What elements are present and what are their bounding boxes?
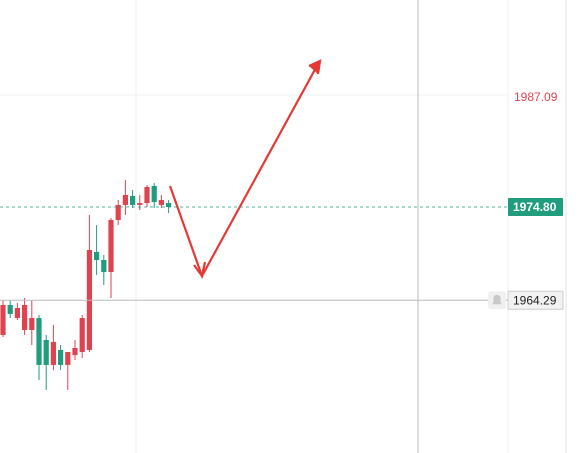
- candle-body: [144, 186, 150, 203]
- candle-body: [7, 304, 13, 314]
- candle-body: [65, 351, 71, 365]
- candle-body: [115, 204, 121, 221]
- candle-body: [122, 195, 128, 205]
- candle-body: [72, 347, 78, 356]
- candle-body: [22, 304, 28, 330]
- price-label: 1974.80: [513, 200, 557, 214]
- bell-icon: [492, 294, 502, 305]
- candle-body: [0, 304, 6, 335]
- price-badge: [508, 197, 563, 216]
- candle-body: [101, 260, 107, 272]
- arrow-drawing: [168, 59, 322, 279]
- candle-body: [29, 318, 35, 330]
- candle-body: [130, 195, 136, 205]
- candle-body: [108, 220, 114, 272]
- candle-body: [151, 185, 157, 203]
- candle-body: [58, 349, 64, 365]
- candle-body: [36, 318, 42, 365]
- candle-body: [79, 318, 85, 352]
- price-label: 1987.09: [514, 90, 558, 104]
- price-label: 1964.29: [513, 293, 557, 307]
- candle-body: [43, 340, 49, 365]
- price-badge: [507, 290, 564, 310]
- candle-body: [94, 251, 100, 261]
- candle-body: [166, 202, 172, 207]
- arrow-head: [308, 59, 322, 75]
- candle-body: [14, 308, 20, 319]
- candle-body: [137, 202, 143, 205]
- arrow-head: [193, 261, 207, 279]
- candle-body: [158, 199, 164, 205]
- candle-body: [50, 341, 56, 365]
